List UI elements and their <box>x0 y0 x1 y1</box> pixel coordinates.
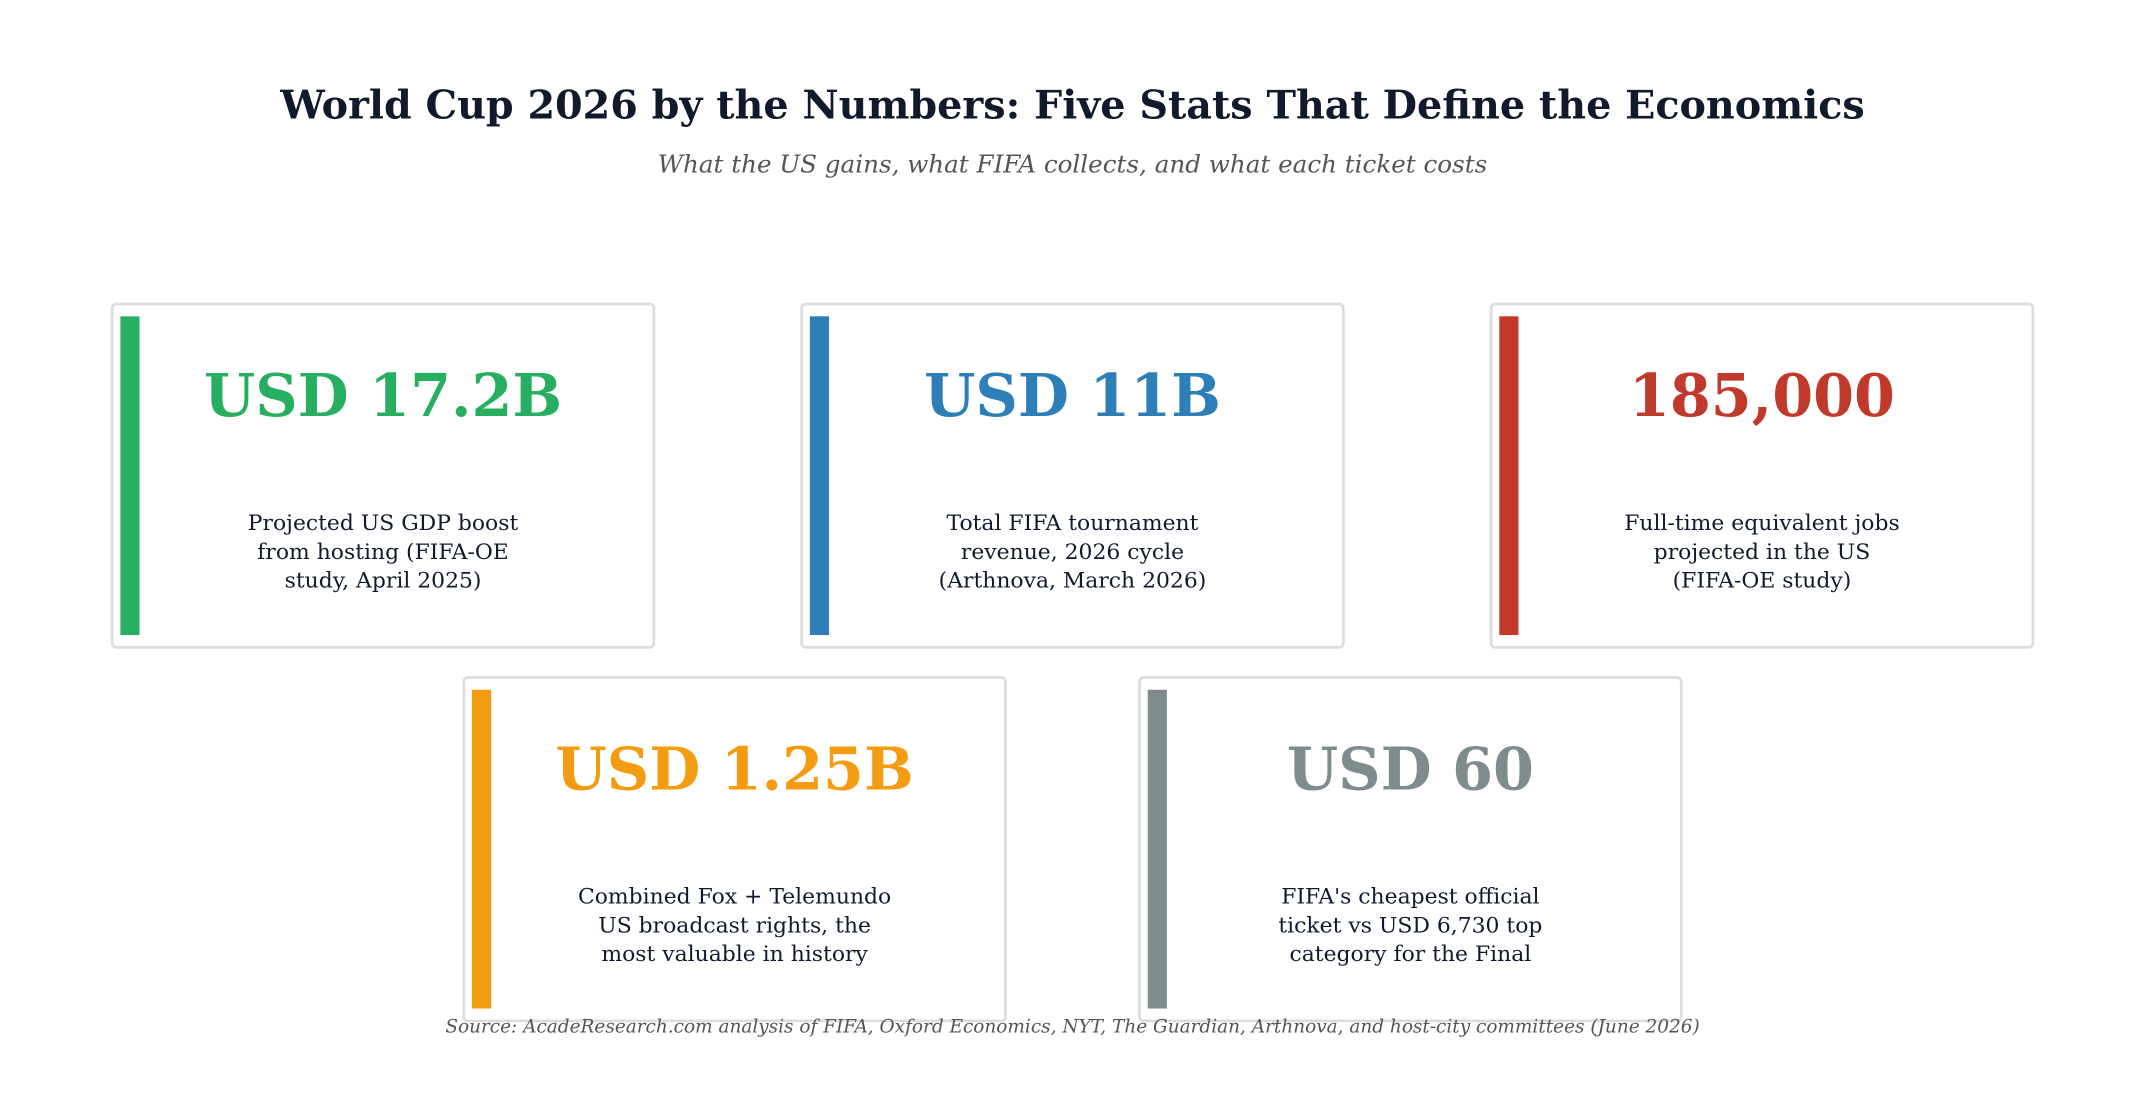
stat-card: USD 17.2B Projected US GDP boost from host… <box>110 302 656 649</box>
card-border <box>462 676 1007 1023</box>
stat-value: USD 11B <box>924 361 1221 430</box>
stat-value: 185,000 <box>1629 361 1895 430</box>
stat-value: USD 1.25B <box>556 735 914 804</box>
stat-value: USD 60 <box>1287 735 1534 804</box>
stat-description: US broadcast rights, the <box>598 913 871 938</box>
stat-description: Combined Fox + Telemundo <box>578 885 891 910</box>
card-border <box>800 302 1345 649</box>
card-border <box>1489 302 2035 649</box>
card-border <box>110 302 656 649</box>
stat-description: from hosting (FIFA-OE <box>257 540 508 565</box>
stat-description: Total FIFA tournament <box>947 511 1199 536</box>
card-border <box>1138 676 1683 1023</box>
stat-description: Projected US GDP boost <box>248 511 519 536</box>
accent-bar <box>120 316 140 636</box>
source: Source: AcadeResearch.com analysis of FI… <box>445 1017 1699 1038</box>
stat-description: ticket vs USD 6,730 top <box>1278 913 1542 938</box>
accent-bar <box>809 316 829 636</box>
stat-description: FIFA's cheapest official <box>1281 885 1539 910</box>
stat-card: USD 60 FIFA's cheapest official ticket vs … <box>1138 676 1683 1023</box>
stat-description: projected in the US <box>1654 540 1871 565</box>
stat-card: USD 1.25B Combined Fox + Telemundo US broa… <box>462 676 1007 1023</box>
stat-description: (FIFA-OE study) <box>1673 569 1852 594</box>
accent-bar <box>1147 689 1167 1009</box>
subtitle: What the US gains, what FIFA collects, a… <box>658 149 1488 178</box>
stat-description: category for the Final <box>1290 942 1532 967</box>
accent-bar <box>471 689 492 1009</box>
stat-description: most valuable in history <box>601 942 868 967</box>
stat-description: Full-time equivalent jobs <box>1624 511 1899 536</box>
stat-value: USD 17.2B <box>204 361 562 430</box>
title: World Cup 2026 by the Numbers: Five Stat… <box>279 82 1864 128</box>
accent-bar <box>1499 316 1519 636</box>
stat-description: study, April 2025) <box>285 569 482 594</box>
stat-card: 185,000 Full-time equivalent jobs projecte… <box>1489 302 2035 649</box>
stat-card: USD 11B Total FIFA tournament revenue, 202… <box>800 302 1345 649</box>
stat-description: revenue, 2026 cycle <box>961 540 1184 565</box>
stat-description: (Arthnova, March 2026) <box>939 569 1207 594</box>
